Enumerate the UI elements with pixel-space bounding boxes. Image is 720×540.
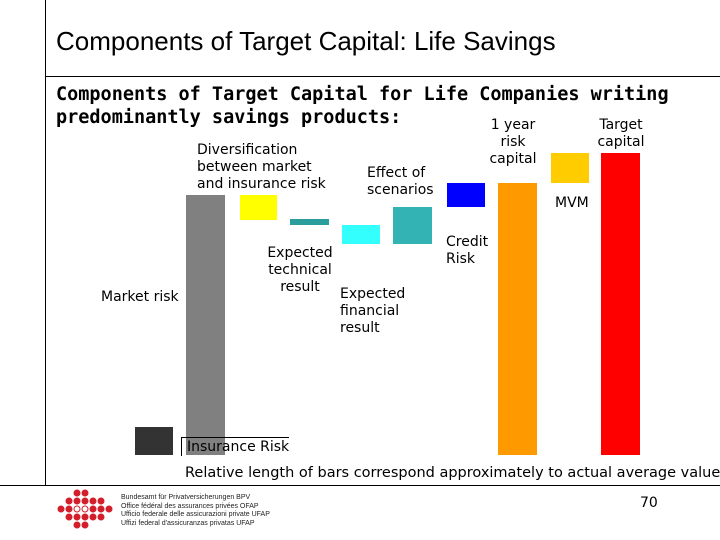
label-line: Diversification xyxy=(197,142,298,158)
heading-line: Components of Target Capital for Life Co… xyxy=(56,84,669,105)
label-line: financial xyxy=(340,303,400,319)
bar xyxy=(447,183,485,207)
note: Relative length of bars correspond appro… xyxy=(185,465,720,481)
page-number: 70 xyxy=(640,495,658,511)
label-line: Target xyxy=(599,117,643,133)
logo-mark xyxy=(57,489,113,529)
label: 1 year risk capital xyxy=(473,117,553,168)
label-line: Expected xyxy=(267,245,333,261)
label-line: risk xyxy=(500,134,526,150)
label-line: Credit xyxy=(446,234,489,250)
bar xyxy=(601,153,640,455)
label: Target capital xyxy=(581,117,661,151)
label-line: capital xyxy=(489,151,537,167)
logo-line: Uffizi federal d'assicuranzas privatas U… xyxy=(121,519,255,527)
bar xyxy=(135,427,173,455)
bar xyxy=(342,225,380,244)
title: Components of Target Capital: Life Savin… xyxy=(56,26,556,56)
label: Expected financial result xyxy=(340,286,405,337)
bar xyxy=(290,219,329,225)
logo-line: Office fédéral des assurances privées OF… xyxy=(121,502,259,510)
label-line: Risk xyxy=(446,251,476,267)
rule xyxy=(45,76,720,77)
label: Effect of scenarios xyxy=(367,165,434,199)
bar xyxy=(498,183,537,455)
bar xyxy=(186,195,225,455)
label-line: result xyxy=(280,279,320,295)
rule xyxy=(0,485,720,486)
logo-line: Bundesamt für Privatversicherungen BPV xyxy=(121,494,251,501)
label: Credit Risk xyxy=(446,234,488,268)
bar xyxy=(240,195,277,220)
label-line: technical xyxy=(268,262,332,278)
label-line: Effect of xyxy=(367,165,426,181)
label-line: 1 year xyxy=(490,117,536,133)
label: Diversification between market and insur… xyxy=(197,142,326,193)
label-line: scenarios xyxy=(367,182,434,198)
label-line: capital xyxy=(597,134,645,150)
logo-line: Ufficio federale delle assicurazioni pri… xyxy=(121,511,270,518)
label-line: and insurance risk xyxy=(197,176,326,192)
rule xyxy=(45,0,46,485)
label: Market risk xyxy=(101,289,179,305)
label: Insurance Risk xyxy=(181,437,290,456)
label-line: result xyxy=(340,320,380,336)
label-line: between market xyxy=(197,159,312,175)
label: MVM xyxy=(555,195,589,211)
bar xyxy=(551,153,589,183)
label-line: Expected xyxy=(340,286,406,302)
logo-text: Bundesamt für Privatversicherungen BPV O… xyxy=(121,494,270,528)
label: Expected technical result xyxy=(261,245,339,296)
heading: Components of Target Capital for Life Co… xyxy=(56,83,669,129)
bar xyxy=(393,207,432,244)
heading-line: predominantly savings products: xyxy=(56,107,402,128)
